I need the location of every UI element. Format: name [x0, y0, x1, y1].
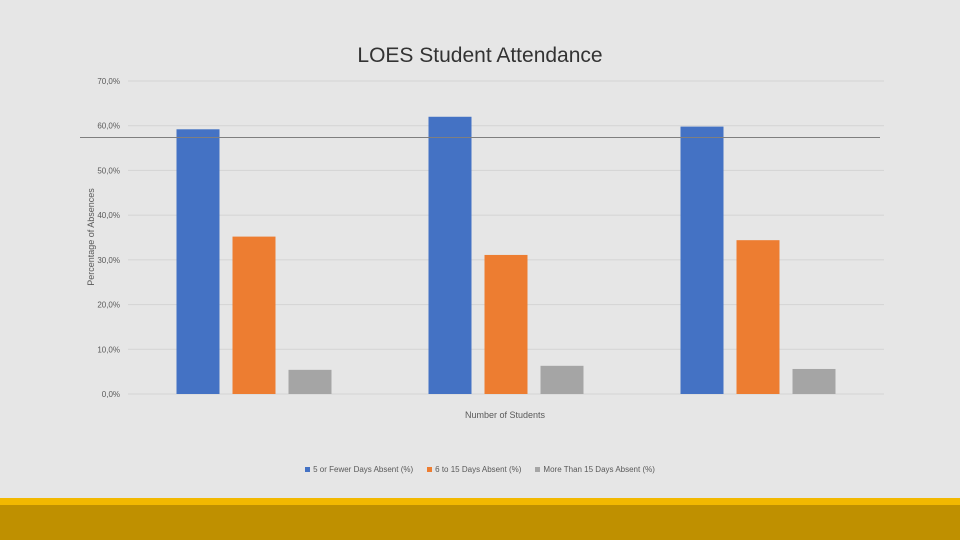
y-tick-label: 40,0% — [97, 211, 120, 220]
legend-label-series-2: 6 to 15 Days Absent (%) — [435, 465, 522, 474]
legend-label-series-1: 5 or Fewer Days Absent (%) — [313, 465, 414, 474]
bar-series-1-group-1 — [176, 129, 220, 394]
legend-item-series-3: More Than 15 Days Absent (%) — [535, 465, 655, 474]
reference-line — [80, 136, 880, 138]
bar-series-2-group-2 — [484, 254, 528, 394]
bar-series-2-group-3 — [736, 240, 780, 394]
legend-swatch-series-1 — [305, 467, 311, 472]
legend-label-series-3: More Than 15 Days Absent (%) — [543, 465, 655, 474]
y-tick-label: 20,0% — [97, 301, 120, 310]
y-tick-label: 50,0% — [97, 166, 120, 175]
legend-swatch-series-3 — [535, 467, 541, 472]
accent-stripe — [0, 498, 960, 505]
legend: 5 or Fewer Days Absent (%) 6 to 15 Days … — [0, 465, 960, 474]
legend-item-series-1: 5 or Fewer Days Absent (%) — [305, 465, 413, 474]
bar-series-3-group-2 — [540, 365, 584, 394]
x-axis-label: Number of Students — [464, 410, 546, 420]
y-tick-label: 0,0% — [102, 390, 120, 399]
y-tick-label: 30,0% — [97, 256, 120, 265]
legend-item-series-2: 6 to 15 Days Absent (%) — [427, 465, 521, 474]
bar-series-2-group-1 — [232, 236, 276, 394]
y-tick-label: 60,0% — [97, 122, 120, 131]
y-tick-label: 10,0% — [97, 345, 120, 354]
y-tick-label: 70,0% — [97, 77, 120, 86]
y-axis-label: Percentage of Absences — [86, 188, 96, 286]
bar-series-3-group-1 — [288, 369, 332, 394]
chart-title: LOES Student Attendance — [357, 44, 603, 67]
legend-swatch-series-2 — [427, 467, 433, 472]
bar-series-1-group-3 — [680, 126, 724, 394]
bar-series-1-group-2 — [428, 116, 472, 395]
accent-band — [0, 505, 960, 540]
bar-series-3-group-3 — [792, 368, 836, 394]
